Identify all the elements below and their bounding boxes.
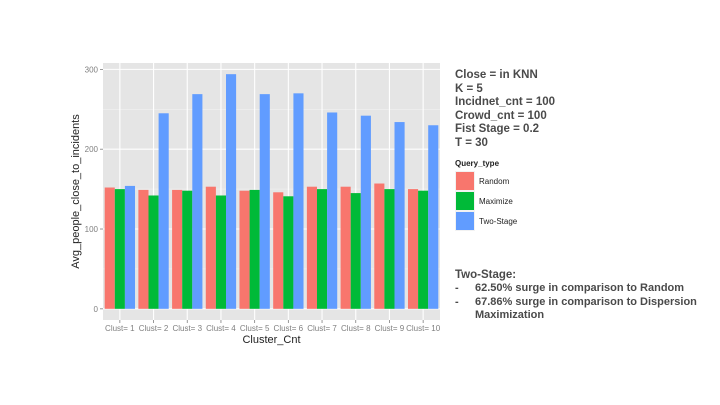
param-incident-cnt: Incidnet_cnt = 100: [455, 96, 556, 108]
side-panel: Close = in KNN K = 5 Incidnet_cnt = 100 …: [455, 69, 717, 231]
x-tick-label: Clust= 5: [240, 324, 270, 333]
y-tick-label: 0: [94, 305, 99, 314]
bar-random: [306, 186, 317, 309]
bar-two-stage: [192, 94, 203, 309]
note-text: 62.50% surge in comparison to Random: [475, 282, 685, 294]
bar-random: [239, 190, 250, 309]
bar-maximize: [215, 195, 227, 309]
y-tick-label: 200: [85, 145, 99, 154]
bar-maximize: [283, 196, 294, 309]
note-bullet: -: [455, 295, 459, 308]
legend-label: Maximize: [479, 196, 513, 206]
bar-random: [407, 189, 419, 309]
bar-maximize: [249, 189, 260, 309]
bar-maximize: [182, 190, 193, 309]
annotation-note: Two-Stage: - 62.50% surge in comparison …: [455, 268, 717, 323]
param-close: Close = in KNN: [455, 69, 538, 81]
bar-two-stage: [394, 122, 405, 309]
bar-maximize: [350, 193, 361, 309]
legend: Query_type Random Maximize Two-Stage: [455, 159, 717, 231]
x-axis-ticks: Clust= 1 Clust= 2 Clust= 3 Clust= 4 Clust= 5…: [105, 320, 441, 333]
bar-maximize: [148, 195, 159, 309]
param-t: T = 30: [455, 136, 488, 149]
legend-item-maximize: Maximize: [455, 191, 717, 211]
bar-two-stage: [360, 115, 371, 309]
x-tick-label: Clust= 4: [206, 324, 236, 333]
y-axis-ticks: 0 100 200 300: [85, 65, 103, 314]
x-tick-label: Clust= 2: [139, 324, 169, 333]
legend-swatch-maximize: [456, 192, 474, 210]
bar-maximize: [418, 190, 429, 309]
param-crowd-cnt: Crowd_cnt = 100: [455, 109, 547, 122]
x-tick-label: Clust= 9: [375, 324, 405, 333]
bar-random: [138, 189, 149, 309]
y-tick-label: 100: [85, 225, 99, 234]
x-tick-label: Clust= 6: [274, 324, 304, 333]
x-tick-label: Clust= 10: [406, 324, 441, 333]
note-bullet: -: [455, 282, 459, 294]
parameter-list: Close = in KNN K = 5 Incidnet_cnt = 100 …: [455, 69, 717, 150]
note-line: - 62.50% surge in comparison to Random: [455, 282, 717, 296]
y-axis-title: Avg_people_close_to_incidents: [70, 114, 82, 269]
note-title: Two-Stage:: [455, 269, 517, 281]
legend-item-two-stage: Two-Stage: [455, 211, 717, 231]
bar-random: [172, 189, 183, 309]
legend-label: Random: [479, 176, 510, 186]
legend-swatch-two-stage: [456, 212, 474, 230]
bar-two-stage: [259, 94, 270, 309]
bar-random: [205, 186, 216, 309]
legend-label: Two-Stage: [479, 216, 518, 226]
legend-title: Query_type: [455, 159, 500, 168]
x-tick-label: Clust= 7: [307, 324, 337, 333]
x-tick-label: Clust= 1: [105, 324, 135, 333]
bar-two-stage: [428, 125, 439, 309]
bar-maximize: [114, 189, 125, 309]
bar-random: [273, 192, 284, 309]
note-text: 67.86% surge in comparison to Dispersion…: [475, 295, 697, 322]
param-first-stage: Fist Stage = 0.2: [455, 123, 540, 135]
bar-two-stage: [124, 185, 136, 309]
y-tick-label: 300: [85, 65, 99, 74]
note-line: - 67.86% surge in comparison to Dispersi…: [455, 296, 717, 323]
bar-two-stage: [327, 112, 338, 309]
x-axis-title: Cluster_Cnt: [242, 334, 300, 346]
bar-two-stage: [158, 113, 169, 309]
x-tick-label: Clust= 8: [341, 324, 371, 333]
bar-two-stage: [226, 74, 237, 309]
bars: [104, 74, 439, 309]
bar-two-stage: [293, 93, 304, 309]
bar-maximize: [384, 189, 395, 309]
legend-item-random: Random: [455, 171, 717, 191]
bar-maximize: [316, 189, 328, 309]
param-k: K = 5: [455, 82, 483, 95]
x-tick-label: Clust= 3: [172, 324, 202, 333]
bar-random: [374, 183, 385, 309]
legend-swatch-random: [456, 172, 474, 190]
bar-random: [104, 187, 115, 309]
bar-random: [340, 186, 351, 309]
